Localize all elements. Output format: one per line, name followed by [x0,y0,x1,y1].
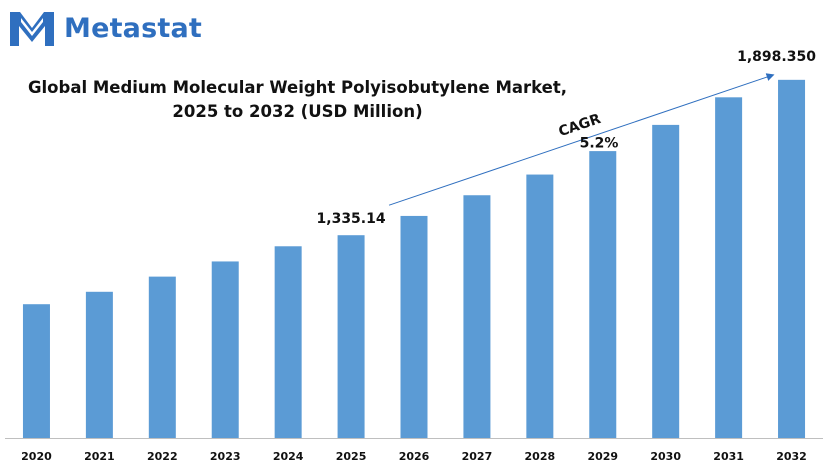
x-tick-label-2024: 2024 [273,450,304,463]
x-tick-label-2025: 2025 [336,450,367,463]
x-tick-label-2021: 2021 [84,450,115,463]
bar-2020 [22,304,50,438]
brand-logo: Metastat [8,8,202,48]
x-tick-label-2029: 2029 [587,450,618,463]
bar-2021 [85,291,113,438]
x-tick-label-2023: 2023 [210,450,241,463]
x-tick-label-2026: 2026 [399,450,430,463]
x-tick-label-2031: 2031 [713,450,744,463]
bar-2026 [400,215,428,438]
bar-2029 [589,151,617,438]
bar-2028 [526,174,554,438]
cagr-arrow [388,73,775,206]
x-tick-label-2030: 2030 [650,450,681,463]
cagr-value: 5.2% [580,135,619,151]
chart-title-line-1: Global Medium Molecular Weight Polyisobu… [27,78,568,97]
data-label-2025: 1,335.14 [317,211,386,227]
x-tick-label-2032: 2032 [776,450,807,463]
x-tick-label-2028: 2028 [525,450,556,463]
brand-name: Metastat [64,12,203,44]
x-tick-label-2022: 2022 [147,450,178,463]
bars-group [22,79,806,439]
bar-2025 [337,235,365,438]
bar-2027 [463,195,491,438]
bar-2022 [148,276,176,438]
bar-2031 [715,97,743,438]
bar-2024 [274,246,302,438]
chart-title-line-2: 2025 to 2032 (USD Million) [172,102,423,121]
x-tick-label-2020: 2020 [21,450,52,463]
data-label-2032: 1,898.350 [737,49,816,65]
x-tick-label-2027: 2027 [462,450,493,463]
metastat-m-logo-icon [10,12,54,46]
bar-2030 [652,124,680,439]
bar-2023 [211,261,239,438]
chart-title: Global Medium Molecular Weight Polyisobu… [20,76,575,124]
x-axis-ticks: 2020 2021 2022 2023 2024 2025 2026 2027 2028 2029… [21,450,807,463]
bar-2032 [778,79,806,439]
